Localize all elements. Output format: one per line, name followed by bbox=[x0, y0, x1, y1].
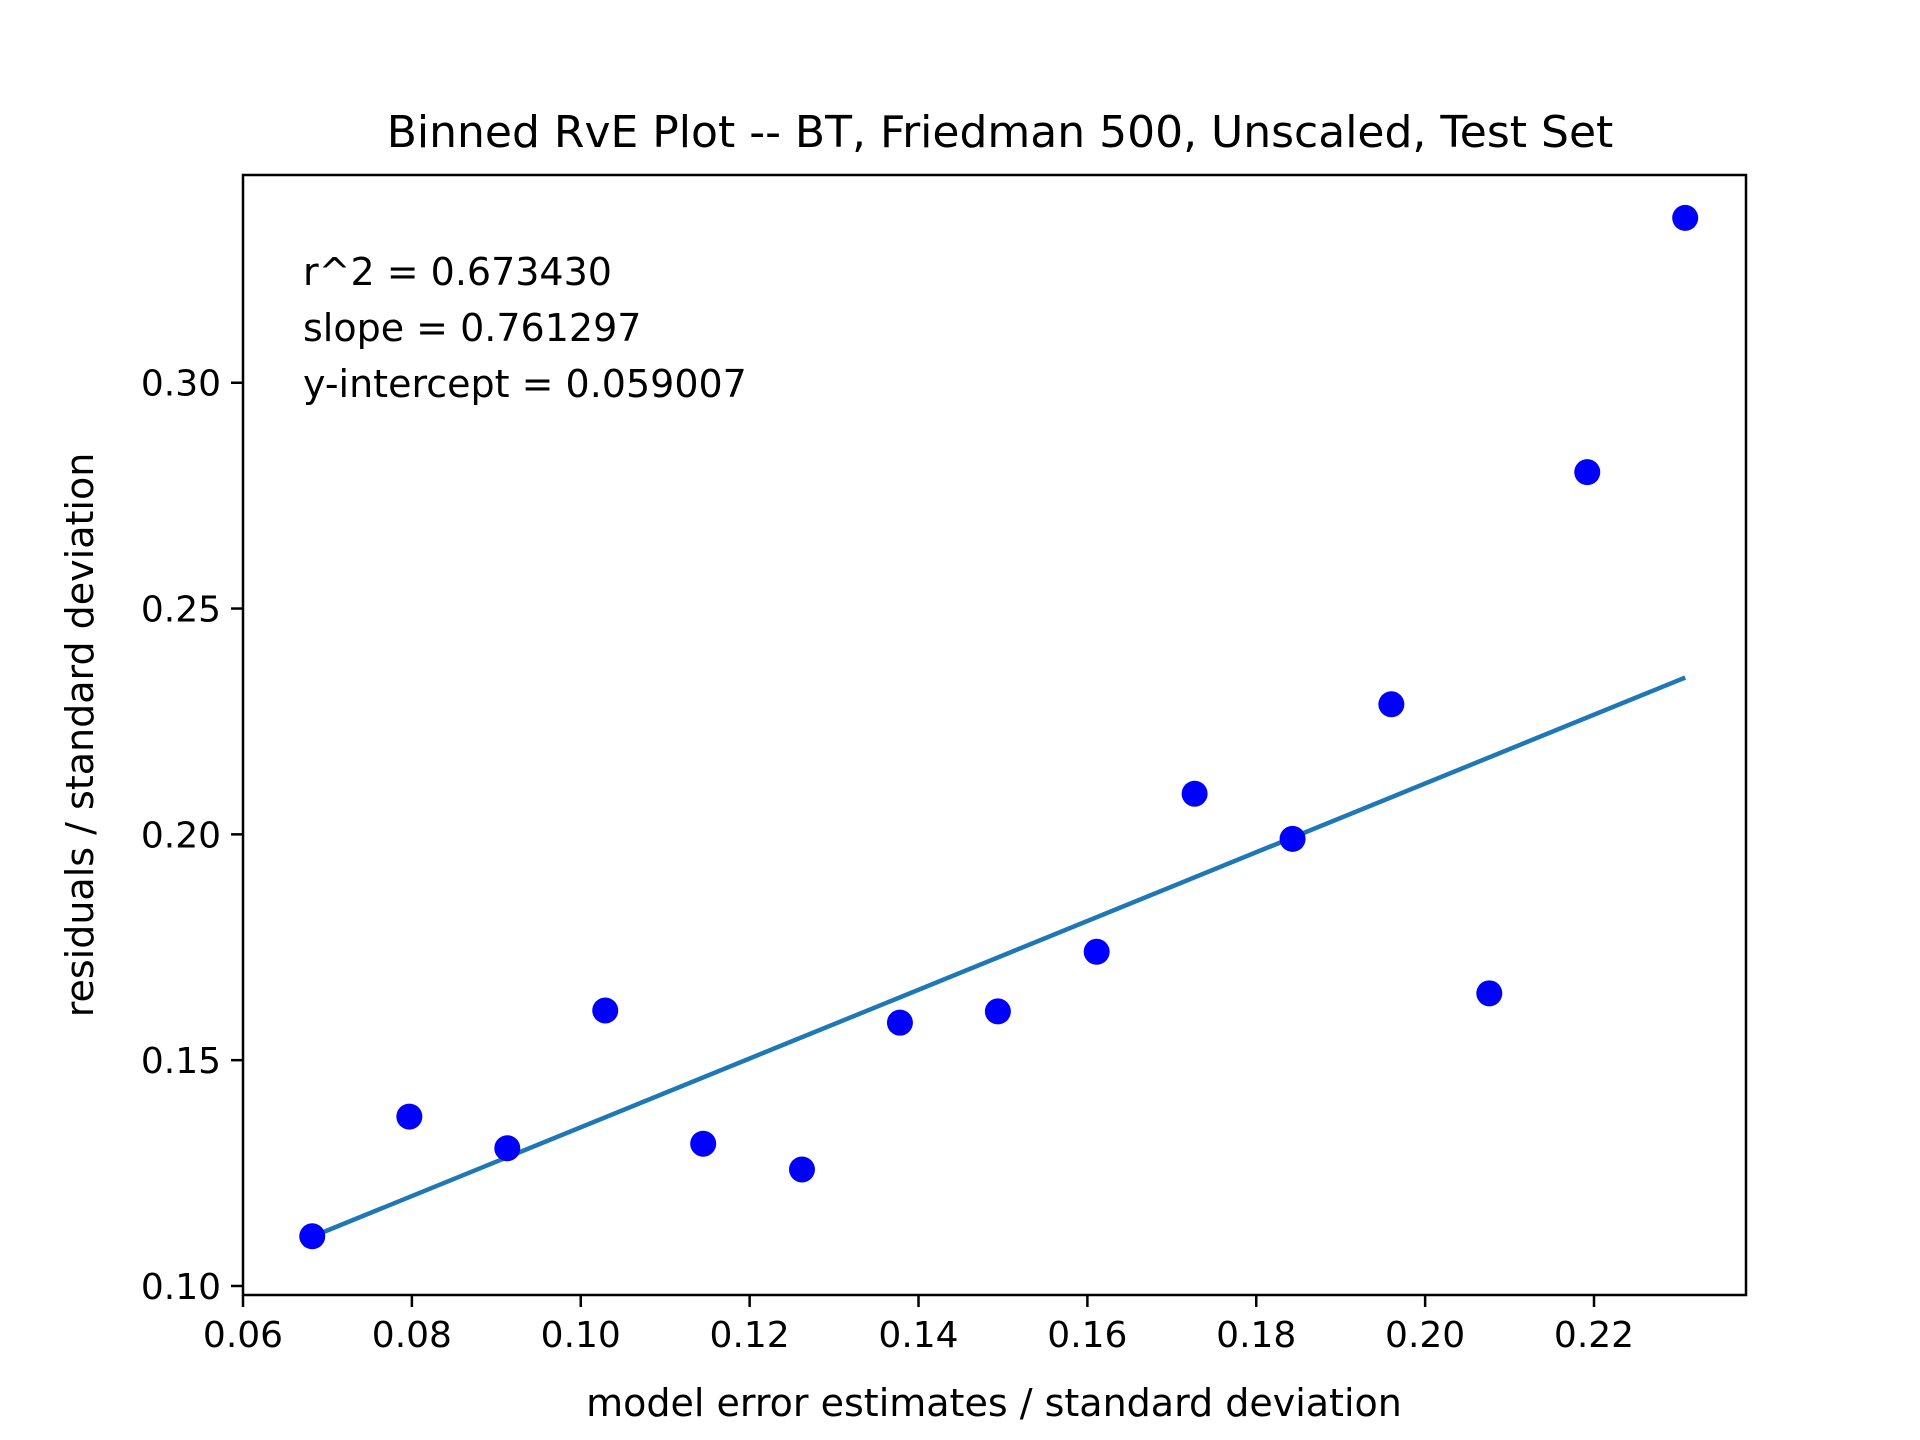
annotation-r2: r^2 = 0.673430 bbox=[303, 250, 612, 294]
x-tick-label-5: 0.16 bbox=[1047, 1315, 1127, 1356]
data-point-15 bbox=[1672, 204, 1699, 231]
plot-area bbox=[241, 173, 1748, 1297]
annotation-slope: slope = 0.761297 bbox=[303, 306, 641, 350]
y-tick-label-4: 0.30 bbox=[141, 364, 221, 405]
data-point-3 bbox=[494, 1135, 521, 1162]
data-point-11 bbox=[1279, 825, 1306, 852]
data-point-1 bbox=[299, 1223, 326, 1250]
chart-title: Binned RvE Plot -- BT, Friedman 500, Uns… bbox=[387, 107, 1614, 158]
data-point-5 bbox=[690, 1130, 717, 1157]
y-tick-label-1: 0.15 bbox=[141, 1041, 221, 1082]
data-point-8 bbox=[984, 998, 1011, 1025]
fit-line bbox=[311, 675, 1687, 1239]
data-point-9 bbox=[1083, 938, 1110, 965]
annotation-intercept: y-intercept = 0.059007 bbox=[303, 362, 747, 406]
data-point-2 bbox=[396, 1103, 423, 1130]
x-tick-label-2: 0.10 bbox=[541, 1315, 621, 1356]
fit-annotations: r^2 = 0.673430 slope = 0.761297 y-interc… bbox=[303, 250, 747, 406]
data-point-14 bbox=[1574, 459, 1601, 486]
data-point-6 bbox=[788, 1156, 815, 1183]
data-point-12 bbox=[1378, 691, 1405, 718]
x-tick-label-8: 0.22 bbox=[1554, 1315, 1634, 1356]
points-layer bbox=[299, 204, 1699, 1250]
y-axis-label: residuals / standard deviation bbox=[58, 453, 102, 1018]
x-axis-label: model error estimates / standard deviati… bbox=[586, 1381, 1402, 1425]
y-tick-label-3: 0.25 bbox=[141, 590, 221, 631]
x-tick-label-7: 0.20 bbox=[1385, 1315, 1465, 1356]
x-tick-label-0: 0.06 bbox=[203, 1315, 283, 1356]
plot-frame bbox=[241, 173, 1748, 1297]
y-axis: 0.10 0.15 0.20 0.25 0.30 bbox=[141, 364, 243, 1308]
x-tick-label-6: 0.18 bbox=[1216, 1315, 1296, 1356]
x-axis: 0.06 0.08 0.10 0.12 0.14 0.16 0.18 0.20 0.22 bbox=[203, 1295, 1634, 1356]
y-tick-label-2: 0.20 bbox=[141, 815, 221, 856]
data-point-4 bbox=[592, 997, 619, 1024]
fit-line-layer bbox=[311, 675, 1687, 1239]
x-tick-label-3: 0.12 bbox=[710, 1315, 790, 1356]
y-tick-label-0: 0.10 bbox=[141, 1267, 221, 1308]
data-point-10 bbox=[1181, 780, 1208, 807]
data-point-7 bbox=[886, 1009, 913, 1036]
x-tick-label-4: 0.14 bbox=[878, 1315, 958, 1356]
data-point-13 bbox=[1476, 980, 1503, 1007]
x-tick-label-1: 0.08 bbox=[372, 1315, 452, 1356]
